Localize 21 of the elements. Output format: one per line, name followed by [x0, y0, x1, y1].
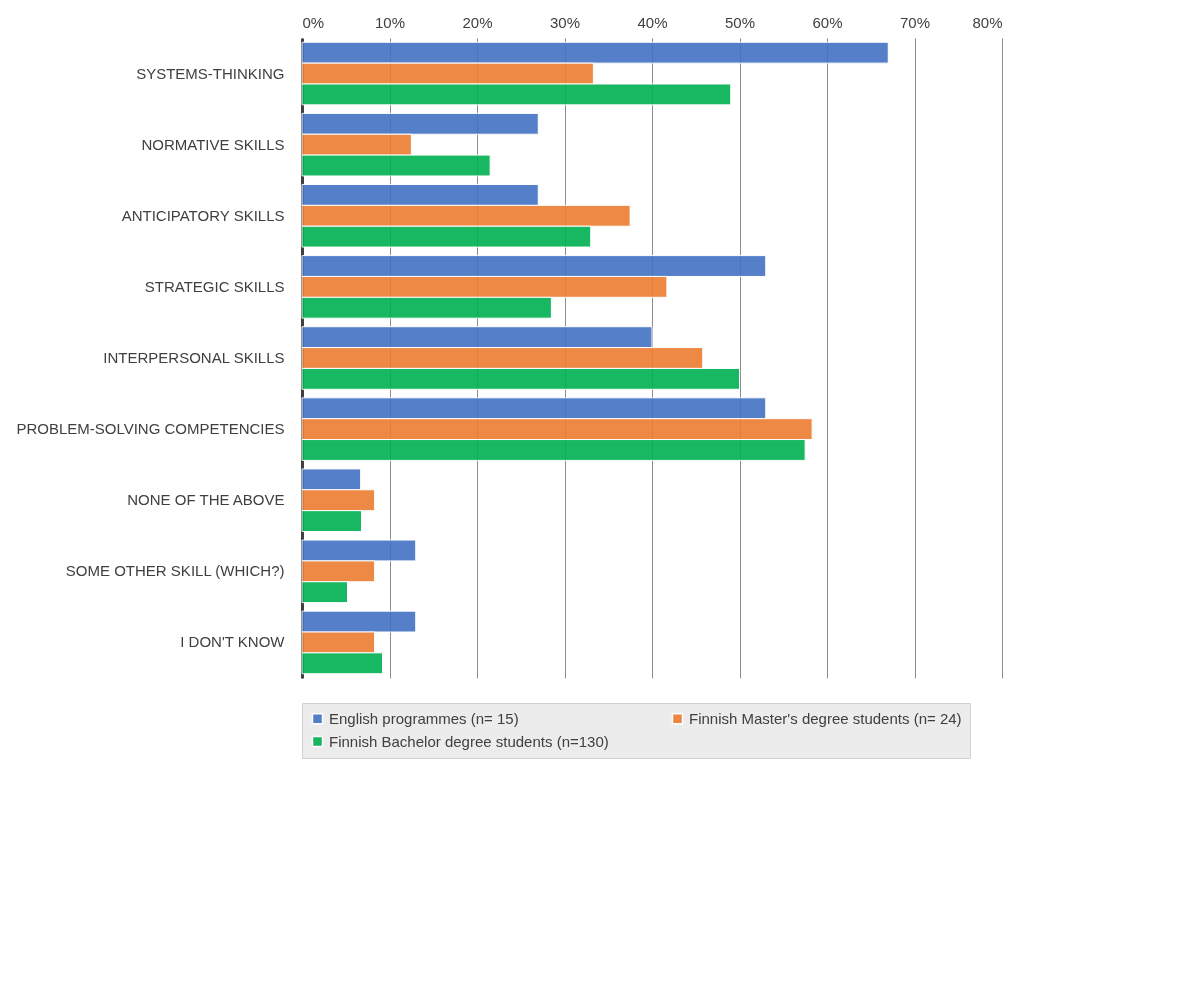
y-tick-label: NONE OF THE ABOVE — [127, 491, 285, 509]
x-tick-label: 0% — [302, 13, 325, 31]
x-tick-label: 70% — [899, 13, 931, 31]
x-tick-label: 30% — [549, 13, 581, 31]
legend-label: Finnish Master's degree students (n= 24) — [689, 709, 962, 727]
y-tick-label: INTERPERSONAL SKILLS — [103, 349, 285, 366]
y-tick-label: ANTICIPATORY SKILLS — [121, 206, 285, 224]
y-tick-label: NORMATIVE SKILLS — [141, 135, 285, 153]
legend-label: Finnish Bachelor degree students (n=130) — [329, 732, 609, 750]
x-tick-label: 40% — [637, 13, 668, 31]
y-tick-label: SOME OTHER SKILL (WHICH?) — [65, 562, 285, 580]
y-tick-label: PROBLEM-SOLVING COMPETENCIES — [16, 420, 285, 438]
y-tick-label: STRATEGIC SKILLS — [144, 277, 285, 295]
x-tick-label: 60% — [812, 13, 843, 31]
y-tick-label: I DON'T KNOW — [180, 633, 286, 651]
x-tick-label: 50% — [724, 13, 756, 31]
legend-label: English programmes (n= 15) — [329, 709, 519, 727]
y-tick-label: SYSTEMS-THINKING — [136, 64, 285, 82]
x-tick-label: 80% — [972, 13, 1003, 31]
x-tick-label: 10% — [374, 13, 406, 31]
x-tick-label: 20% — [462, 13, 493, 31]
